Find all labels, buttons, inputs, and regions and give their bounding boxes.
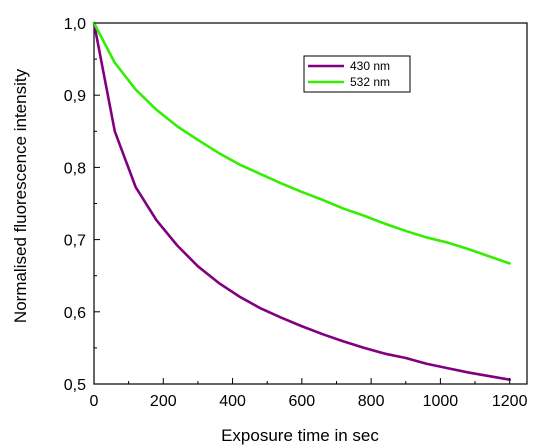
x-tick-label: 1200 <box>492 393 528 410</box>
x-axis-ticks: 0 200 400 600 800 1000 1200 <box>90 378 528 410</box>
y-axis-title: Normalised fluorescence intensity <box>11 68 30 323</box>
y-tick-label: 0,9 <box>64 88 86 105</box>
y-tick-label: 0,6 <box>64 305 86 322</box>
x-tick-label: 200 <box>150 393 177 410</box>
y-tick-label: 0,8 <box>64 160 86 177</box>
y-tick-label: 0,5 <box>64 377 86 394</box>
x-axis-title: Exposure time in sec <box>221 426 379 445</box>
x-tick-label: 600 <box>288 393 315 410</box>
x-tick-label: 800 <box>358 393 385 410</box>
series-line <box>92 21 511 265</box>
legend-label: 430 nm <box>350 59 390 73</box>
y-axis-ticks: 0,5 0,6 0,7 0,8 0,9 1,0 <box>64 16 100 394</box>
x-tick-label: 400 <box>219 393 246 410</box>
series-layer <box>92 21 511 381</box>
y-tick-label: 1,0 <box>64 16 86 33</box>
y-tick-label: 0,7 <box>64 233 86 250</box>
legend: 430 nm 532 nm <box>303 55 411 93</box>
legend-label: 532 nm <box>350 75 390 89</box>
x-tick-label: 0 <box>90 393 99 410</box>
series-line <box>92 21 511 381</box>
legend-box <box>303 55 411 93</box>
x-tick-label: 1000 <box>423 393 459 410</box>
